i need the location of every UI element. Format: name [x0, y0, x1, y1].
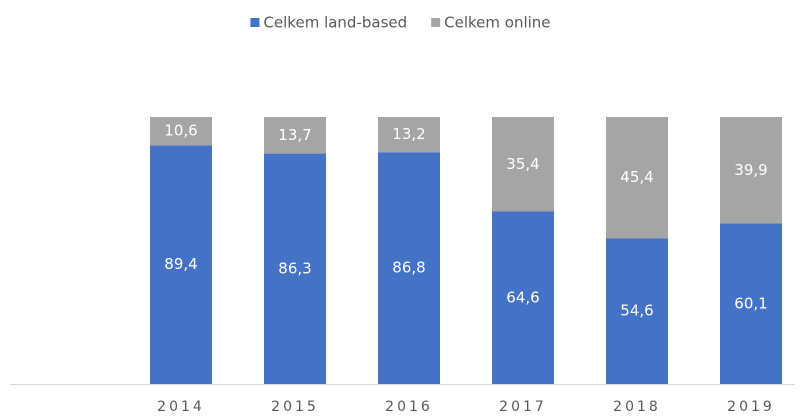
x-tick-label: 2015	[271, 399, 319, 415]
data-label: 86,8	[392, 259, 425, 277]
data-label: 35,4	[506, 155, 539, 173]
data-label: 13,7	[278, 126, 311, 144]
bar-segment	[264, 153, 326, 384]
data-label: 45,4	[620, 168, 653, 186]
bar-segment	[378, 117, 440, 153]
data-label: 54,6	[620, 302, 653, 320]
bar-segment	[606, 238, 668, 384]
data-label: 64,6	[506, 288, 539, 306]
legend-label: Celkem land-based	[263, 14, 407, 32]
legend-swatch	[250, 18, 260, 27]
bar-segment	[720, 223, 782, 384]
data-label: 89,4	[164, 255, 197, 273]
legend-swatch	[431, 18, 441, 27]
x-tick-label: 2017	[499, 399, 547, 415]
legend-label: Celkem online	[444, 14, 550, 32]
x-tick-label: 2019	[727, 399, 775, 415]
bar-segment	[720, 117, 782, 224]
bar-segment	[492, 117, 554, 212]
bar-segment	[378, 152, 440, 384]
bar-segment	[606, 117, 668, 239]
data-label: 39,9	[734, 161, 767, 179]
data-label: 10,6	[164, 122, 197, 140]
data-label: 13,2	[392, 125, 425, 143]
x-tick-label: 2014	[157, 399, 205, 415]
bar-segment	[264, 117, 326, 154]
data-label: 86,3	[278, 259, 311, 277]
x-tick-label: 2018	[613, 399, 661, 415]
bar-segment	[150, 117, 212, 146]
data-label: 60,1	[734, 294, 767, 312]
bar-segment	[150, 145, 212, 384]
x-tick-label: 2016	[385, 399, 433, 415]
bar-segment	[492, 211, 554, 384]
